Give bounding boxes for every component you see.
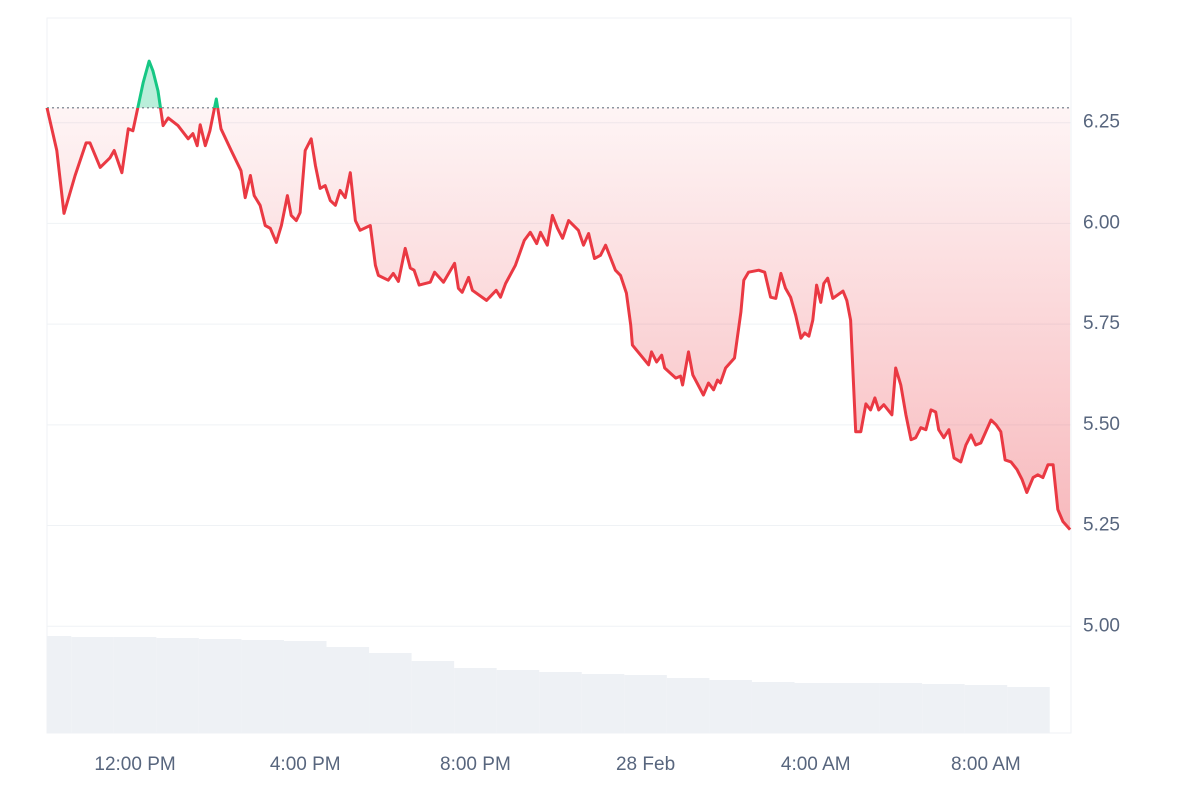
volume-bar <box>879 683 923 733</box>
volume-bar <box>411 661 455 733</box>
y-tick-label: 5.75 <box>1083 313 1120 334</box>
x-tick-label: 8:00 AM <box>951 754 1021 775</box>
x-tick-label: 8:00 PM <box>440 754 511 775</box>
volume-bar <box>369 653 412 733</box>
volume-bar <box>283 641 327 733</box>
volume-bar <box>666 678 710 733</box>
y-tick-label: 5.25 <box>1083 515 1120 536</box>
y-tick-label: 5.00 <box>1083 615 1120 636</box>
volume-bar <box>922 684 965 733</box>
x-tick-label: 4:00 PM <box>270 754 341 775</box>
volume-bar <box>198 639 242 733</box>
volume-bar <box>241 640 284 733</box>
volume-bar <box>496 670 540 733</box>
volume-bar <box>837 683 880 733</box>
volume-bar <box>751 682 795 733</box>
volume-bar <box>326 647 370 733</box>
volume-bar <box>539 672 582 733</box>
volume-bar <box>581 674 625 733</box>
area-down <box>47 107 1071 530</box>
volume-bar <box>964 685 1008 733</box>
volume-bar <box>71 637 114 733</box>
x-tick-label: 12:00 PM <box>94 754 175 775</box>
volume-bar <box>156 638 199 733</box>
volume-bar <box>113 637 157 733</box>
volume-bar <box>1007 687 1050 733</box>
volume-bar <box>794 683 838 733</box>
price-line-down <box>45 107 1072 531</box>
x-tick-label: 28 Feb <box>616 754 675 775</box>
x-tick-label: 4:00 AM <box>781 754 851 775</box>
volume-bar <box>624 675 667 733</box>
volume-bar <box>709 680 752 733</box>
y-tick-label: 6.25 <box>1083 112 1120 133</box>
y-tick-label: 6.00 <box>1083 212 1120 233</box>
volume-bar <box>454 668 497 733</box>
y-tick-label: 5.50 <box>1083 414 1120 435</box>
volume-bar <box>47 636 72 733</box>
